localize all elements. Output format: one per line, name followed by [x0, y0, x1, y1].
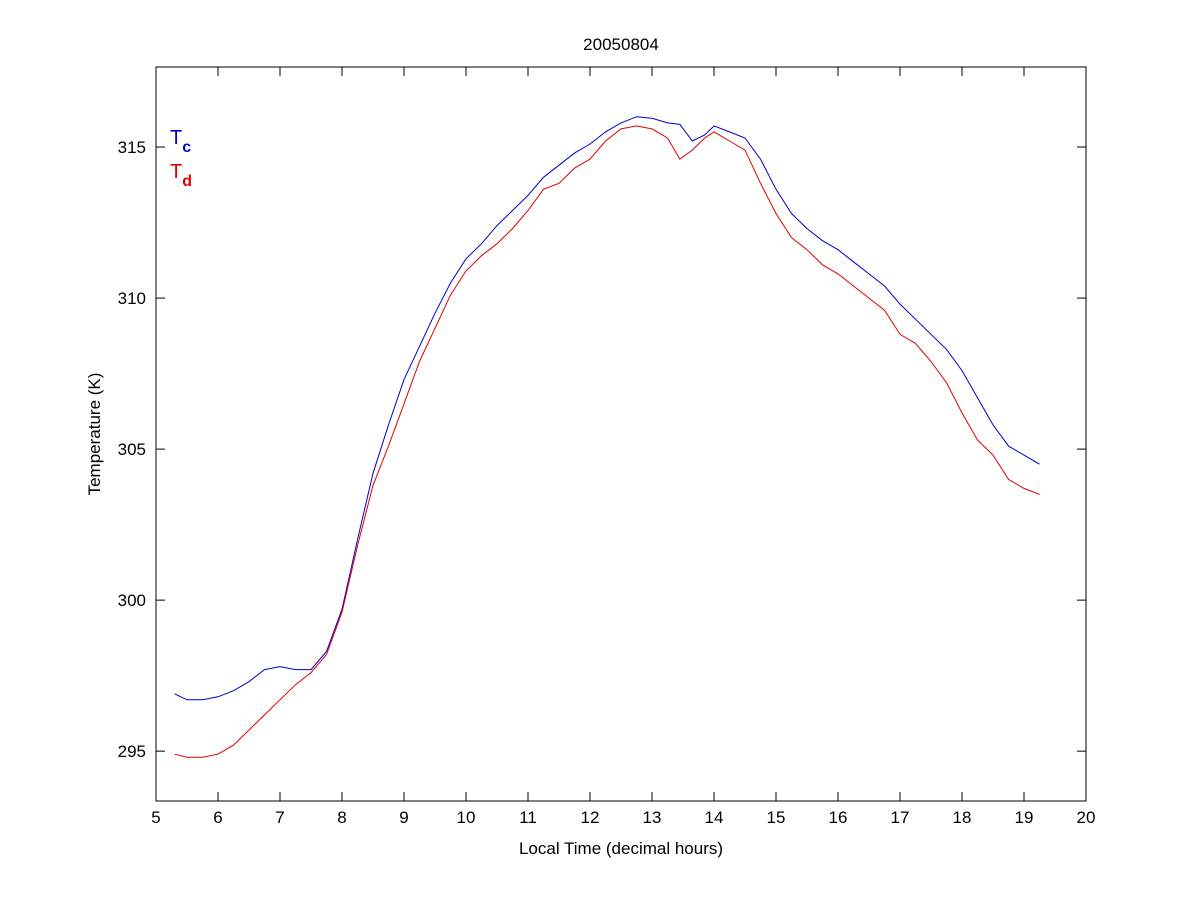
x-axis-label: Local Time (decimal hours) — [519, 839, 723, 858]
legend-main: T — [170, 127, 182, 149]
plot-area — [155, 66, 1087, 802]
legend-subscript: c — [182, 139, 191, 156]
legend-entry: Td — [170, 161, 192, 190]
x-tick-label: 8 — [337, 808, 346, 827]
x-tick-label: 11 — [519, 808, 537, 827]
chart-title: 20050804 — [583, 35, 659, 54]
x-tick-label: 6 — [213, 808, 222, 827]
legend-subscript: d — [182, 173, 192, 190]
y-tick-label: 300 — [118, 591, 146, 610]
x-tick-label: 19 — [1015, 808, 1034, 827]
series-line-Tc — [174, 116, 1040, 701]
x-tick-label: 10 — [457, 808, 476, 827]
x-tick-label: 17 — [891, 808, 910, 827]
legend-entry: Tc — [170, 127, 191, 156]
x-tick-label: 14 — [705, 808, 724, 827]
x-tick-label: 13 — [643, 808, 662, 827]
y-tick-label: 310 — [118, 289, 146, 308]
y-tick-label: 295 — [118, 742, 146, 761]
x-tick-label: 9 — [399, 808, 408, 827]
x-tick-label: 20 — [1077, 808, 1096, 827]
y-tick-label: 305 — [118, 440, 146, 459]
y-tick-label: 315 — [118, 138, 146, 157]
x-tick-label: 5 — [151, 808, 160, 827]
x-tick-label: 15 — [767, 808, 786, 827]
x-tick-label: 7 — [275, 808, 284, 827]
y-axis-label: Temperature (K) — [85, 373, 104, 496]
legend-main: T — [170, 161, 182, 183]
x-tick-label: 18 — [953, 808, 972, 827]
x-tick-label: 12 — [581, 808, 600, 827]
x-tick-label: 16 — [829, 808, 848, 827]
series-line-Td — [174, 125, 1040, 758]
